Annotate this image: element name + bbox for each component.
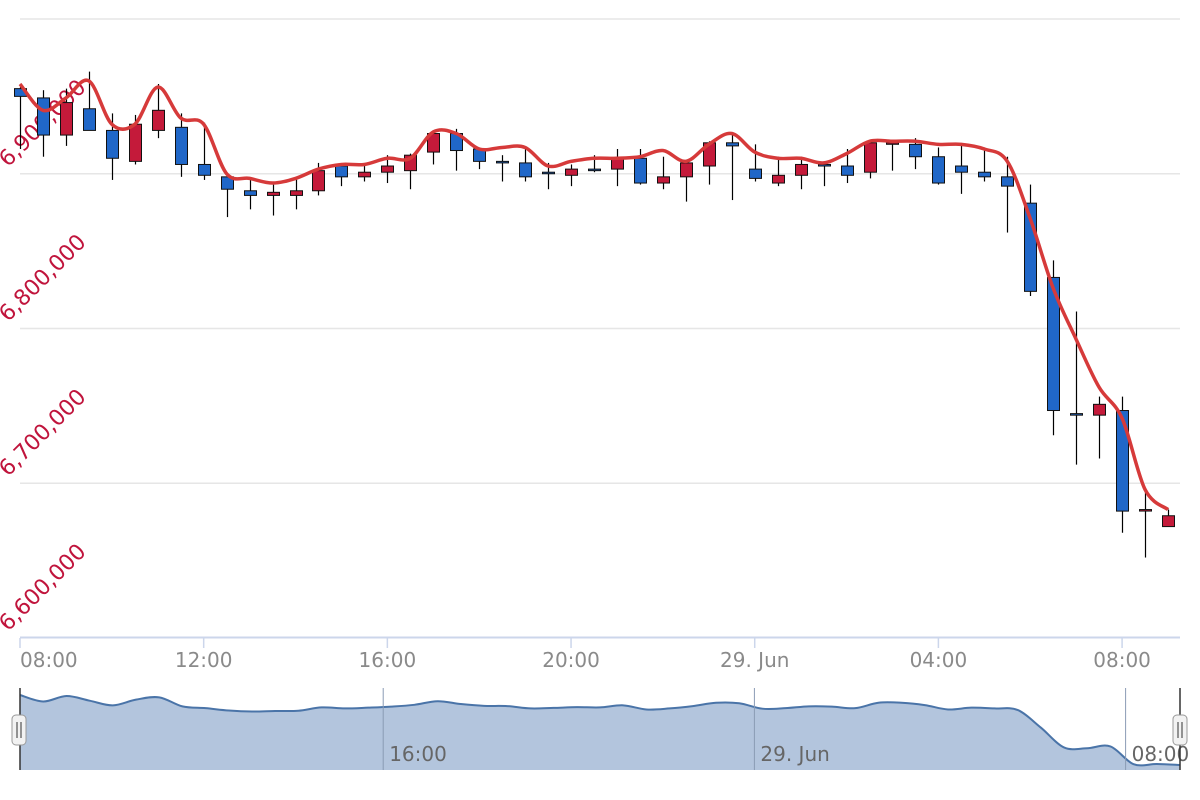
- x-tick-label: 08:00: [20, 648, 78, 672]
- candle-body: [267, 191, 280, 196]
- candle[interactable]: [1162, 509, 1175, 528]
- x-axis: 08:00 12:00 16:00 20:00 29. Jun 04:00 08:00: [19, 638, 1151, 672]
- candle-body: [864, 142, 877, 173]
- candle[interactable]: [1093, 396, 1106, 459]
- candle[interactable]: [450, 128, 463, 171]
- navigator-label: 16:00: [389, 742, 447, 766]
- candle-body: [1070, 413, 1083, 416]
- candle-body: [657, 176, 670, 184]
- candlestick-series: [14, 71, 1175, 558]
- candle[interactable]: [909, 138, 922, 170]
- candle[interactable]: [198, 122, 211, 180]
- candle[interactable]: [886, 141, 899, 171]
- candle[interactable]: [611, 148, 624, 187]
- candle-body: [841, 165, 854, 176]
- candle[interactable]: [152, 83, 165, 139]
- navigator-right-handle[interactable]: [1172, 714, 1188, 746]
- candle[interactable]: [955, 145, 968, 194]
- candle[interactable]: [1139, 489, 1152, 558]
- candle-body: [1139, 509, 1152, 512]
- candle-body: [175, 126, 188, 165]
- candle-body: [1116, 410, 1129, 512]
- candle-body: [1001, 176, 1014, 187]
- candle-body: [129, 123, 142, 162]
- x-tick-label: 29. Jun: [720, 648, 789, 672]
- candle[interactable]: [1024, 184, 1037, 297]
- candle[interactable]: [680, 161, 693, 202]
- candle[interactable]: [335, 164, 348, 187]
- candle-body: [886, 142, 899, 145]
- candle[interactable]: [473, 147, 486, 170]
- candle[interactable]: [358, 164, 371, 182]
- candle-body: [680, 162, 693, 178]
- candle-body: [335, 165, 348, 178]
- candle-body: [60, 102, 73, 136]
- candle-body: [358, 171, 371, 178]
- candle[interactable]: [496, 155, 509, 182]
- candle[interactable]: [267, 184, 280, 216]
- candle-body: [749, 168, 762, 179]
- candle-body: [152, 109, 165, 131]
- navigator-left-handle[interactable]: [11, 714, 27, 746]
- y-tick-label: 6,700,000: [0, 385, 91, 482]
- x-tick-label: 08:00: [1093, 648, 1151, 672]
- candle[interactable]: [519, 148, 532, 182]
- navigator-label: 29. Jun: [760, 742, 829, 766]
- candle-body: [634, 157, 647, 184]
- candle[interactable]: [175, 113, 188, 177]
- candle-body: [955, 165, 968, 173]
- candle[interactable]: [221, 175, 234, 218]
- candle-body: [726, 142, 739, 147]
- candle[interactable]: [795, 156, 808, 190]
- candle-body: [795, 163, 808, 176]
- candle[interactable]: [864, 141, 877, 179]
- candle-body: [1047, 276, 1060, 412]
- candle[interactable]: [244, 178, 257, 210]
- y-tick-label: 6,600,000: [0, 539, 91, 636]
- candle-body: [542, 171, 555, 175]
- candle-body: [312, 170, 325, 192]
- navigator[interactable]: 16:00 29. Jun 08:00: [11, 688, 1189, 770]
- candle[interactable]: [290, 178, 303, 210]
- candle-body: [244, 190, 257, 196]
- candle[interactable]: [1001, 156, 1014, 233]
- candle-body: [496, 160, 509, 164]
- candle-body: [565, 168, 578, 176]
- candle[interactable]: [565, 164, 578, 187]
- candle-body: [37, 97, 50, 136]
- candle-body: [818, 163, 831, 167]
- candle[interactable]: [37, 90, 50, 157]
- candle[interactable]: [978, 147, 991, 182]
- candle[interactable]: [726, 131, 739, 201]
- candle-body: [290, 190, 303, 196]
- candle-body: [978, 171, 991, 178]
- candle-body: [588, 168, 601, 172]
- candle-body: [1162, 515, 1175, 528]
- x-tick-label: 16:00: [359, 648, 417, 672]
- candle-body: [198, 163, 211, 176]
- navigator-area: [20, 695, 1180, 770]
- grid-lines: [20, 18, 1180, 484]
- x-tick-label: 04:00: [910, 648, 968, 672]
- candle[interactable]: [657, 156, 670, 190]
- x-tick-label: 20:00: [542, 648, 600, 672]
- x-tick-label: 12:00: [175, 648, 233, 672]
- candle[interactable]: [932, 147, 945, 185]
- candle-body: [106, 129, 119, 159]
- candle-body: [519, 162, 532, 178]
- navigator-line: [19, 694, 1181, 767]
- candle-body: [381, 165, 394, 173]
- candle-body: [909, 143, 922, 158]
- candle-body: [772, 174, 785, 184]
- y-tick-label: 6,800,000: [0, 230, 91, 327]
- candle-body: [83, 108, 96, 131]
- candle-body: [932, 156, 945, 184]
- smoothed-line-series: [18, 78, 1170, 511]
- candle-body: [1093, 403, 1106, 416]
- candle[interactable]: [772, 156, 785, 187]
